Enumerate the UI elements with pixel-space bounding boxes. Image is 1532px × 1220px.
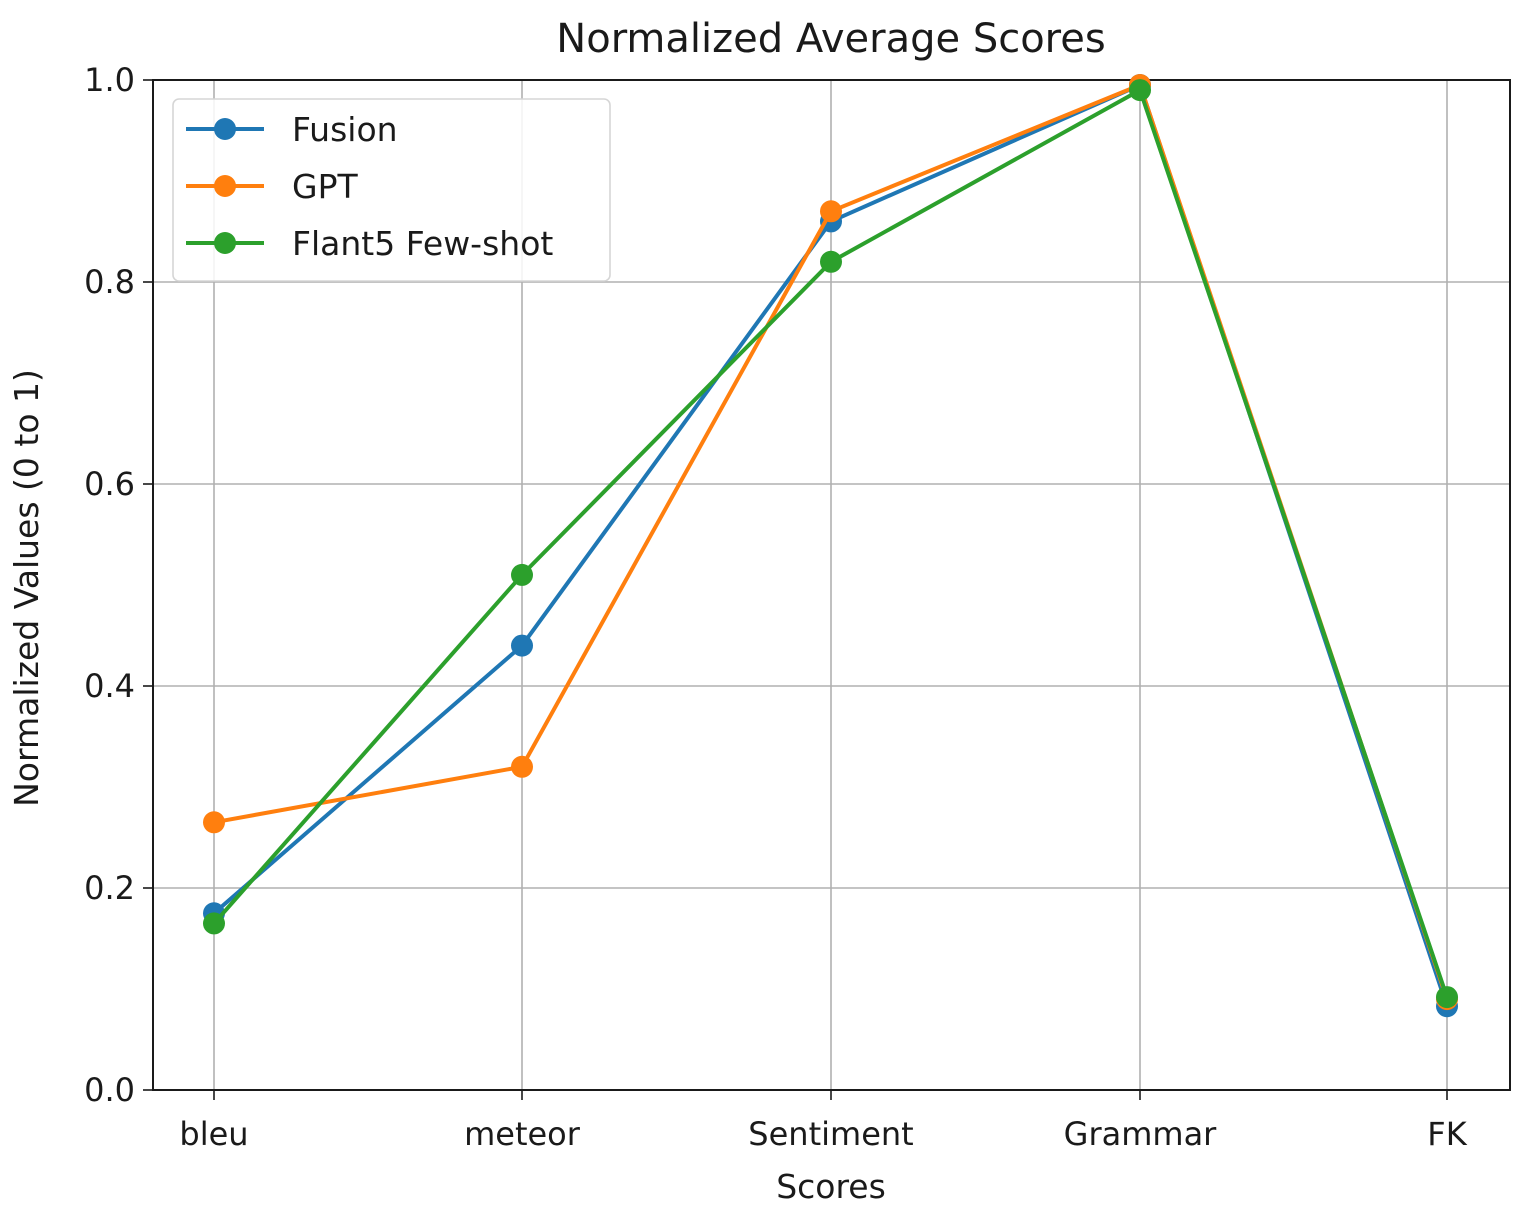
data-point: [511, 634, 533, 657]
x-tick-label: meteor: [464, 1115, 581, 1153]
y-axis-label: Normalized Values (0 to 1): [7, 369, 46, 807]
data-point: [820, 250, 842, 273]
data-point: [203, 811, 225, 834]
legend: Fusion GPT Flant5 Few-shot: [172, 98, 611, 282]
data-point: [511, 563, 533, 586]
y-tick-label: 0.6: [84, 465, 135, 503]
x-tick-label: Sentiment: [748, 1115, 913, 1153]
axes: bleu meteor Sentiment Grammar FK 0.0 0.2 0.4 0.6…: [84, 61, 1511, 1153]
legend-marker: [214, 232, 236, 254]
y-tick-label: 0.8: [84, 263, 135, 301]
series-flant5-few-shot: [203, 79, 1458, 1009]
legend-marker: [214, 118, 236, 140]
legend-label: GPT: [292, 167, 358, 206]
y-tick-label: 0.4: [84, 667, 135, 705]
data-point: [203, 912, 225, 935]
x-tick-label: Grammar: [1064, 1115, 1218, 1153]
legend-box: [172, 98, 611, 282]
plot-frame: [152, 79, 1511, 1091]
x-tick-label: FK: [1427, 1115, 1467, 1153]
legend-item: Fusion: [186, 110, 398, 149]
legend-marker: [214, 175, 236, 197]
legend-label: Flant5 Few-shot: [292, 224, 553, 263]
y-tick-label: 1.0: [84, 61, 135, 99]
data-point: [820, 200, 842, 223]
y-tick-label: 0.0: [84, 1071, 135, 1109]
data-point: [1129, 79, 1151, 102]
data-point: [511, 755, 533, 778]
legend-item: GPT: [186, 167, 358, 206]
x-axis-label: Scores: [776, 1167, 886, 1206]
series-lines: [203, 74, 1458, 1018]
legend-label: Fusion: [292, 110, 398, 149]
y-tick-label: 0.2: [84, 869, 135, 907]
x-tick-label: bleu: [179, 1115, 248, 1153]
chart-title: Normalized Average Scores: [556, 16, 1105, 62]
legend-item: Flant5 Few-shot: [186, 224, 553, 263]
data-point: [1436, 986, 1458, 1009]
